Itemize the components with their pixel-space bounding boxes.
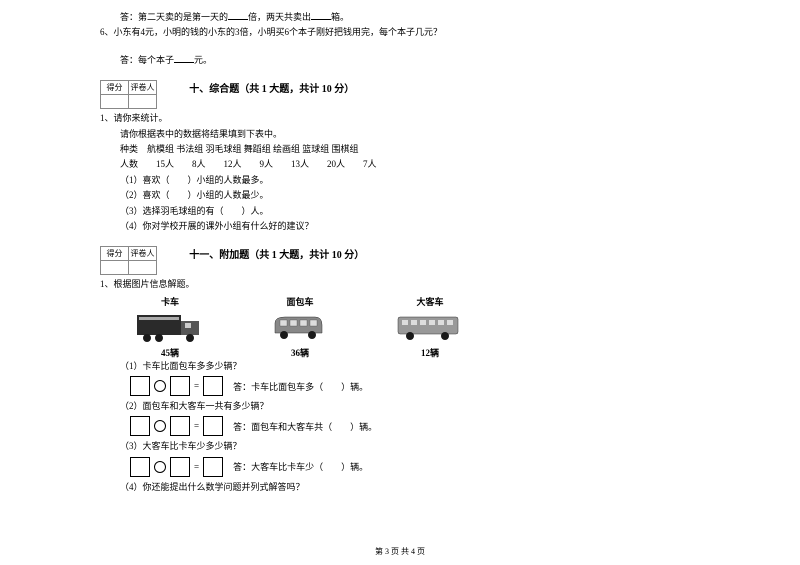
equals-sign: =: [194, 421, 199, 431]
section-11-q1: 1、根据图片信息解题。: [100, 277, 700, 291]
answer-text: 答：卡车比面包车多（ ）辆。: [233, 380, 368, 393]
eq-op-circle[interactable]: [154, 380, 166, 392]
reviewer-header: 评卷人: [129, 247, 157, 261]
eq-box[interactable]: [203, 457, 223, 477]
text: 倍，两天共卖出: [248, 12, 311, 22]
blank[interactable]: [311, 10, 331, 20]
truck-count: 45辆: [161, 346, 179, 359]
equals-sign: =: [194, 381, 199, 391]
table-row-header: 种类 航模组 书法组 羽毛球组 舞蹈组 绘画组 篮球组 围棋组: [100, 142, 700, 156]
truck-col: 卡车 45辆: [130, 295, 210, 359]
van-count: 36辆: [291, 346, 309, 359]
score-cell[interactable]: [101, 261, 129, 275]
sub-q2: （2）面包车和大客车一共有多少辆？: [100, 399, 700, 413]
vehicle-row: 卡车 45辆 面包车 36辆 大客车: [130, 295, 700, 359]
sub-q4: （4）你对学校开展的课外小组有什么好的建议？: [100, 219, 700, 233]
bus-col: 大客车 12辆: [390, 295, 470, 359]
table-row-data: 人数 15人 8人 12人 9人 13人 20人 7人: [100, 157, 700, 171]
equals-sign: =: [194, 462, 199, 472]
score-header: 得分: [101, 81, 129, 95]
bus-icon: [395, 311, 465, 343]
sub-q4: （4）你还能提出什么数学问题并列式解答吗？: [100, 480, 700, 494]
score-cell[interactable]: [101, 95, 129, 109]
answer-6: 答：每个本子 元。: [100, 53, 700, 67]
equation-2: = 答：面包车和大客车共（ ）辆。: [130, 416, 700, 436]
van-label: 面包车: [286, 295, 313, 308]
score-box: 得分评卷人: [100, 80, 157, 109]
text: 箱。: [331, 12, 349, 22]
sub-q1: （1）卡车比面包车多多少辆？: [100, 359, 700, 373]
question-6: 6、小东有4元，小明的钱的小东的3倍，小明买6个本子刚好把钱用完，每个本子几元？: [100, 25, 700, 39]
truck-icon: [135, 311, 205, 343]
eq-op-circle[interactable]: [154, 420, 166, 432]
section-10-q1: 1、请你来统计。: [100, 111, 700, 125]
answer-line: 答：第二天卖的是第一天的 倍，两天共卖出 箱。: [100, 10, 700, 24]
eq-box[interactable]: [203, 376, 223, 396]
reviewer-cell[interactable]: [129, 95, 157, 109]
page-footer: 第 3 页 共 4 页: [0, 546, 800, 557]
eq-box[interactable]: [130, 457, 150, 477]
eq-box[interactable]: [130, 376, 150, 396]
bus-count: 12辆: [421, 346, 439, 359]
van-icon: [270, 311, 330, 343]
blank[interactable]: [228, 10, 248, 20]
text: 答：每个本子: [120, 55, 174, 65]
text: 元。: [194, 55, 212, 65]
section-11-title: 十一、附加题（共 1 大题，共计 10 分）: [189, 246, 364, 261]
reviewer-cell[interactable]: [129, 261, 157, 275]
truck-label: 卡车: [161, 295, 179, 308]
van-col: 面包车 36辆: [260, 295, 340, 359]
answer-text: 答：面包车和大客车共（ ）辆。: [233, 420, 377, 433]
eq-box[interactable]: [203, 416, 223, 436]
sub-q2: （2）喜欢（ ）小组的人数最少。: [100, 188, 700, 202]
answer-text: 答：大客车比卡车少（ ）辆。: [233, 460, 368, 473]
eq-op-circle[interactable]: [154, 461, 166, 473]
eq-box[interactable]: [170, 416, 190, 436]
score-box: 得分评卷人: [100, 246, 157, 275]
blank[interactable]: [174, 53, 194, 63]
eq-box[interactable]: [170, 457, 190, 477]
eq-box[interactable]: [170, 376, 190, 396]
section-10-intro: 请你根据表中的数据将结果填到下表中。: [100, 127, 700, 141]
eq-box[interactable]: [130, 416, 150, 436]
score-header: 得分: [101, 247, 129, 261]
equation-3: = 答：大客车比卡车少（ ）辆。: [130, 457, 700, 477]
reviewer-header: 评卷人: [129, 81, 157, 95]
text: 答：第二天卖的是第一天的: [120, 12, 228, 22]
sub-q3: （3）选择羽毛球组的有（ ）人。: [100, 204, 700, 218]
section-10-title: 十、综合题（共 1 大题，共计 10 分）: [189, 80, 354, 95]
sub-q3: （3）大客车比卡车少多少辆？: [100, 439, 700, 453]
bus-label: 大客车: [416, 295, 443, 308]
equation-1: = 答：卡车比面包车多（ ）辆。: [130, 376, 700, 396]
sub-q1: （1）喜欢（ ）小组的人数最多。: [100, 173, 700, 187]
